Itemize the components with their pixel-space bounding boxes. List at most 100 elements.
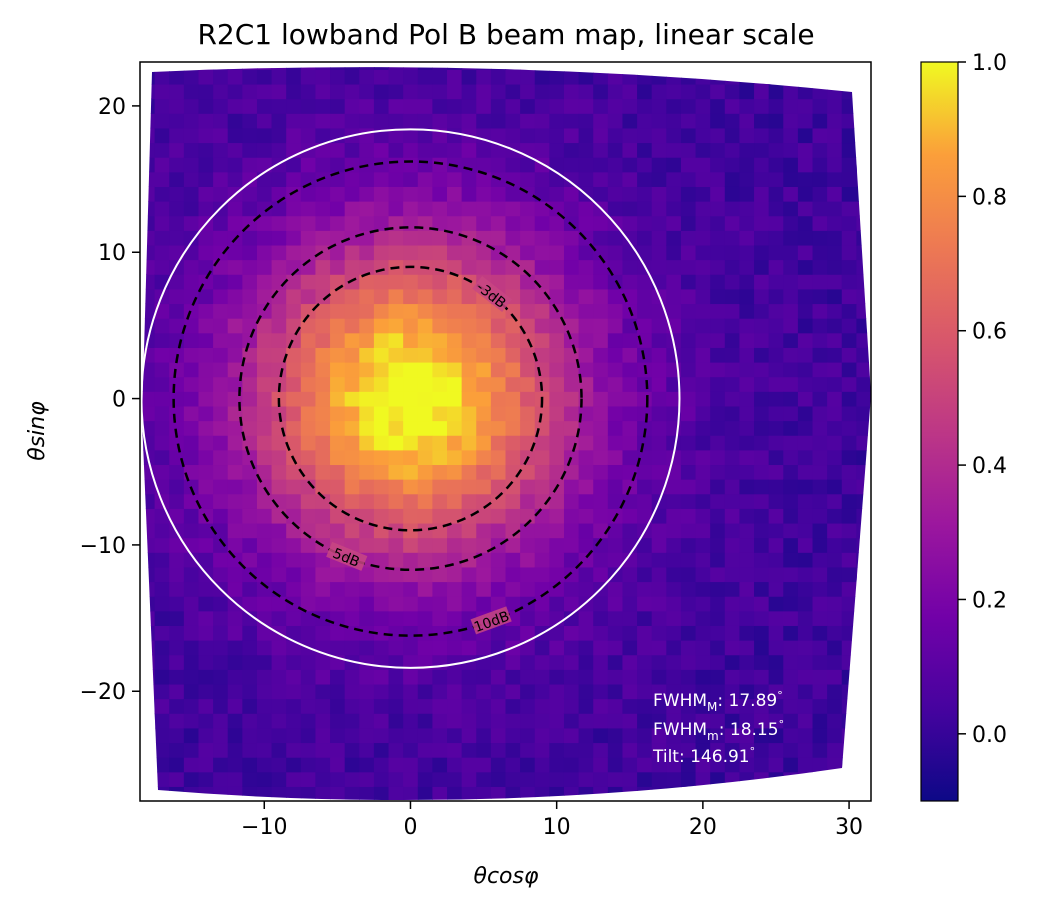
heatmap-cell xyxy=(344,391,360,407)
heatmap-cell xyxy=(330,640,346,656)
heatmap-cell xyxy=(461,83,477,100)
heatmap-cell xyxy=(695,625,711,641)
heatmap-cell xyxy=(432,537,448,553)
heatmap-cell xyxy=(593,259,609,275)
heatmap-cell xyxy=(622,259,638,275)
heatmap-cell xyxy=(593,757,609,773)
heatmap-cell xyxy=(490,127,507,144)
heatmap-cell xyxy=(286,244,302,261)
heatmap-cell xyxy=(827,771,843,787)
heatmap-cell xyxy=(622,98,638,114)
heatmap-cell xyxy=(359,479,375,495)
heatmap-cell xyxy=(680,69,697,85)
heatmap-cell xyxy=(607,288,624,305)
heatmap-cell xyxy=(563,640,580,656)
heatmap-cell xyxy=(651,171,667,187)
heatmap-cell xyxy=(154,566,170,583)
heatmap-cell xyxy=(490,669,507,685)
heatmap-cell xyxy=(549,464,565,480)
heatmap-cell xyxy=(315,376,331,392)
heatmap-cell xyxy=(417,391,433,407)
heatmap-cell xyxy=(695,640,711,656)
heatmap-cell xyxy=(739,376,755,392)
heatmap-cell xyxy=(388,552,404,568)
heatmap-cell xyxy=(142,215,156,231)
heatmap-cell xyxy=(388,391,404,407)
heatmap-cell xyxy=(417,669,433,685)
heatmap-cell xyxy=(593,698,609,714)
heatmap-cell xyxy=(680,757,697,773)
heatmap-cell xyxy=(666,244,682,261)
heatmap-cell xyxy=(797,522,814,539)
heatmap-cell xyxy=(447,405,463,422)
heatmap-cell xyxy=(198,713,214,729)
heatmap-cell xyxy=(461,361,477,378)
heatmap-cell xyxy=(271,69,287,85)
heatmap-cell xyxy=(856,376,871,392)
heatmap-cell xyxy=(534,259,550,275)
heatmap-cell xyxy=(330,69,346,85)
heatmap-cell xyxy=(637,727,653,744)
heatmap-cell xyxy=(739,303,755,319)
heatmap-cell xyxy=(359,171,375,187)
heatmap-cell xyxy=(695,552,711,568)
heatmap-cell xyxy=(417,552,433,568)
heatmap-cell xyxy=(154,625,170,641)
heatmap-cell xyxy=(651,669,667,685)
heatmap-cell xyxy=(578,376,594,392)
heatmap-cell xyxy=(797,230,814,246)
heatmap-cell xyxy=(490,376,507,392)
heatmap-cell xyxy=(315,669,331,685)
heatmap-cell xyxy=(461,786,477,801)
heatmap-cell xyxy=(534,727,550,744)
heatmap-cell xyxy=(680,610,697,626)
heatmap-cell xyxy=(563,230,580,246)
heatmap-cell xyxy=(476,215,492,231)
heatmap-cell xyxy=(827,361,843,378)
heatmap-cell xyxy=(300,332,317,348)
heatmap-cell xyxy=(142,522,156,539)
heatmap-cell xyxy=(812,508,828,524)
heatmap-cell xyxy=(403,449,419,466)
heatmap-cell xyxy=(286,464,302,480)
heatmap-cell xyxy=(490,318,507,334)
heatmap-cell xyxy=(797,683,814,700)
heatmap-cell xyxy=(841,318,857,334)
heatmap-cell xyxy=(213,113,229,129)
heatmap-cell xyxy=(344,69,360,85)
heatmap-cell xyxy=(622,201,638,217)
heatmap-cell xyxy=(666,201,682,217)
heatmap-cell xyxy=(739,742,755,758)
heatmap-cell xyxy=(286,303,302,319)
heatmap-cell xyxy=(142,230,156,246)
heatmap-cell xyxy=(680,420,697,436)
heatmap-cell xyxy=(695,332,711,348)
heatmap-cell xyxy=(417,771,433,787)
heatmap-cell xyxy=(154,420,170,436)
heatmap-cell xyxy=(315,727,331,744)
heatmap-cell xyxy=(417,727,433,744)
heatmap-cell xyxy=(198,376,214,392)
heatmap-cell xyxy=(417,698,433,714)
heatmap-cell xyxy=(768,786,784,801)
heatmap-cell xyxy=(841,347,857,363)
heatmap-cell xyxy=(797,376,814,392)
heatmap-cell xyxy=(315,67,331,70)
heatmap-cell xyxy=(666,654,682,670)
heatmap-cell xyxy=(505,303,521,319)
heatmap-cell xyxy=(300,420,317,436)
heatmap-cell xyxy=(242,742,258,758)
heatmap-cell xyxy=(651,127,667,144)
heatmap-cell xyxy=(505,654,521,670)
heatmap-cell xyxy=(227,464,243,480)
heatmap-cell xyxy=(754,332,770,348)
heatmap-cell xyxy=(695,361,711,378)
heatmap-cell xyxy=(315,654,331,670)
heatmap-cell xyxy=(432,215,448,231)
heatmap-cell xyxy=(724,405,741,422)
heatmap-cell xyxy=(563,552,580,568)
heatmap-cell xyxy=(286,186,302,202)
heatmap-cell xyxy=(622,274,638,290)
heatmap-cell xyxy=(447,67,463,70)
heatmap-cell xyxy=(768,581,784,597)
